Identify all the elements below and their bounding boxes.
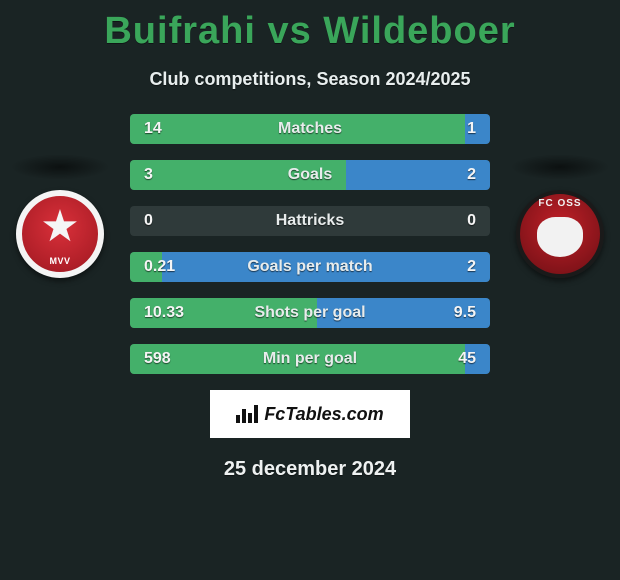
stat-value-right: 0 bbox=[410, 212, 490, 230]
stat-label: Goals per match bbox=[210, 258, 410, 276]
stat-bars: 14Matches13Goals20Hattricks00.21Goals pe… bbox=[130, 114, 490, 374]
team-right-short: FC OSS bbox=[520, 198, 600, 209]
stat-row: 14Matches1 bbox=[130, 114, 490, 144]
stat-value-left: 0.21 bbox=[130, 258, 210, 276]
subtitle: Club competitions, Season 2024/2025 bbox=[0, 69, 620, 90]
footer-brand-box: FcTables.com bbox=[210, 390, 410, 438]
footer-brand-text: FcTables.com bbox=[264, 404, 383, 425]
stat-value-right: 1 bbox=[410, 120, 490, 138]
team-left-crest: ★ MVV bbox=[16, 190, 104, 278]
stat-row: 3Goals2 bbox=[130, 160, 490, 190]
stat-label: Hattricks bbox=[210, 212, 410, 230]
team-right-crest: FC OSS bbox=[516, 190, 604, 278]
stat-label: Goals bbox=[210, 166, 410, 184]
stat-value-left: 14 bbox=[130, 120, 210, 138]
stat-value-right: 2 bbox=[410, 258, 490, 276]
team-left-badge: ★ MVV bbox=[10, 154, 110, 244]
bull-icon bbox=[537, 217, 583, 257]
badge-shadow bbox=[10, 154, 110, 180]
page-title: Buifrahi vs Wildeboer bbox=[0, 0, 620, 53]
stat-value-left: 0 bbox=[130, 212, 210, 230]
stat-value-right: 45 bbox=[410, 350, 490, 368]
stat-value-left: 3 bbox=[130, 166, 210, 184]
date-text: 25 december 2024 bbox=[0, 458, 620, 481]
stat-label: Matches bbox=[210, 120, 410, 138]
bar-chart-icon bbox=[236, 405, 258, 423]
team-left-short: MVV bbox=[22, 256, 98, 266]
stat-value-right: 2 bbox=[410, 166, 490, 184]
stat-row: 10.33Shots per goal9.5 bbox=[130, 298, 490, 328]
stat-value-left: 598 bbox=[130, 350, 210, 368]
stat-value-right: 9.5 bbox=[410, 304, 490, 322]
comparison-stage: ★ MVV FC OSS 14Matches13Goals20Hattricks… bbox=[0, 114, 620, 374]
stat-label: Shots per goal bbox=[210, 304, 410, 322]
star-icon: ★ bbox=[40, 205, 79, 249]
stat-label: Min per goal bbox=[210, 350, 410, 368]
stat-row: 598Min per goal45 bbox=[130, 344, 490, 374]
team-right-badge: FC OSS bbox=[510, 154, 610, 244]
stat-value-left: 10.33 bbox=[130, 304, 210, 322]
badge-shadow bbox=[510, 154, 610, 180]
stat-row: 0.21Goals per match2 bbox=[130, 252, 490, 282]
stat-row: 0Hattricks0 bbox=[130, 206, 490, 236]
